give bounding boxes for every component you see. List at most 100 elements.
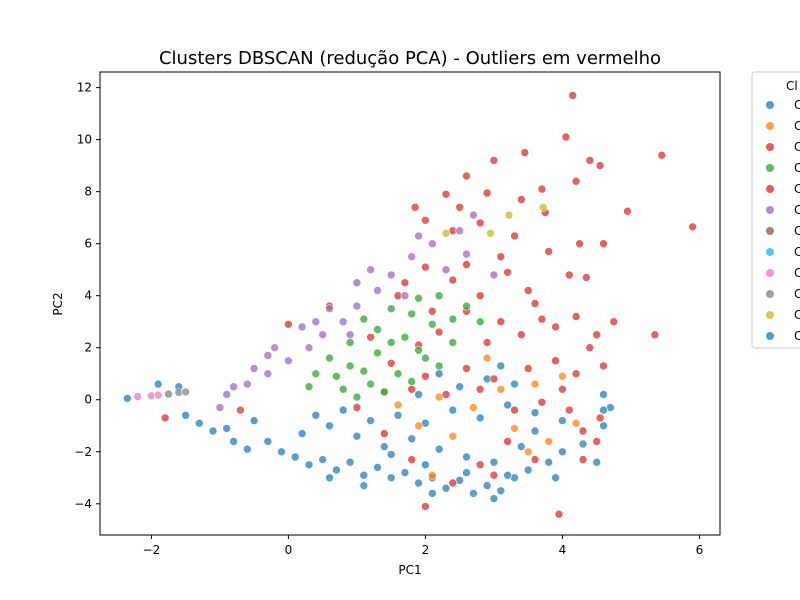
legend-label: C: [794, 224, 800, 238]
data-point: [530, 408, 540, 418]
data-point: [558, 416, 567, 425]
data-point: [386, 450, 396, 459]
data-point: [489, 270, 499, 280]
legend-title: Cl: [786, 79, 798, 93]
data-point: [523, 447, 533, 457]
data-point: [359, 470, 369, 480]
data-point: [475, 291, 485, 301]
data-point: [564, 405, 574, 415]
data-point: [215, 403, 225, 412]
data-point: [475, 413, 485, 423]
data-point: [462, 249, 471, 259]
data-point: [482, 353, 492, 363]
legend-marker: [766, 206, 774, 214]
data-point: [284, 356, 293, 366]
x-tick-label: 6: [696, 543, 704, 557]
data-point: [551, 356, 560, 366]
plot-frame: [99, 71, 721, 536]
data-point: [332, 371, 341, 381]
data-point: [592, 457, 602, 467]
data-point: [379, 429, 389, 438]
data-point: [537, 314, 547, 324]
data-point: [489, 374, 499, 384]
data-point: [338, 317, 348, 327]
legend-label: C: [794, 308, 800, 322]
data-point: [373, 325, 382, 334]
legend-label: C: [794, 287, 800, 301]
y-axis-label: PC2: [51, 292, 65, 315]
data-point: [359, 481, 369, 490]
data-point: [359, 314, 369, 324]
data-point: [249, 416, 259, 425]
data-point: [304, 460, 314, 470]
data-point: [352, 403, 362, 412]
x-tick-label: 4: [559, 543, 567, 557]
data-point: [441, 229, 451, 238]
data-point: [657, 150, 667, 160]
data-point: [311, 317, 321, 327]
points-layer: [123, 91, 697, 519]
data-point: [393, 369, 403, 379]
data-point: [345, 361, 355, 371]
data-point: [599, 405, 608, 415]
data-point: [592, 437, 602, 446]
data-point: [407, 434, 417, 444]
data-point: [366, 416, 375, 425]
legend-label: C: [794, 203, 800, 217]
data-point: [325, 421, 334, 431]
data-point: [222, 424, 231, 433]
data-point: [407, 252, 417, 262]
data-point: [441, 483, 451, 493]
data-point: [578, 455, 588, 464]
data-point: [496, 361, 506, 371]
data-point: [544, 247, 554, 256]
data-point: [421, 216, 430, 225]
data-point: [434, 444, 444, 454]
data-point: [530, 455, 540, 464]
data-point: [595, 413, 605, 423]
legend-marker: [766, 332, 774, 340]
data-point: [338, 405, 348, 415]
data-point: [427, 489, 437, 498]
data-point: [400, 291, 410, 301]
y-tick-label: −2: [74, 445, 92, 459]
data-point: [469, 489, 478, 498]
data-point: [414, 345, 423, 355]
data-point: [623, 206, 632, 216]
data-point: [427, 239, 437, 248]
data-point: [414, 478, 423, 488]
y-tick-label: 0: [84, 393, 92, 407]
data-point: [441, 190, 451, 199]
data-point: [407, 384, 417, 394]
data-point: [386, 358, 396, 368]
data-point: [277, 447, 286, 457]
data-point: [571, 418, 581, 428]
legend-marker: [766, 311, 774, 319]
data-point: [400, 332, 410, 342]
data-point: [421, 353, 430, 363]
data-point: [537, 184, 547, 194]
legend-marker: [766, 143, 774, 151]
legend-label: C: [794, 182, 800, 196]
x-axis-label: PC1: [398, 563, 421, 577]
data-point: [434, 361, 444, 371]
data-point: [407, 309, 417, 319]
data-point: [564, 270, 574, 280]
data-point: [345, 457, 355, 467]
data-point: [304, 343, 314, 353]
data-point: [133, 392, 142, 401]
data-point: [421, 371, 430, 381]
data-point: [181, 387, 190, 397]
data-point: [558, 447, 567, 457]
data-point: [441, 390, 451, 399]
data-point: [496, 252, 506, 262]
data-point: [568, 91, 578, 100]
legend-marker: [766, 290, 774, 298]
data-point: [551, 473, 560, 483]
data-point: [609, 317, 619, 327]
data-point: [544, 437, 554, 446]
data-point: [496, 384, 506, 394]
data-point: [311, 369, 321, 379]
data-point: [338, 384, 348, 394]
legend-label: C: [794, 119, 800, 133]
